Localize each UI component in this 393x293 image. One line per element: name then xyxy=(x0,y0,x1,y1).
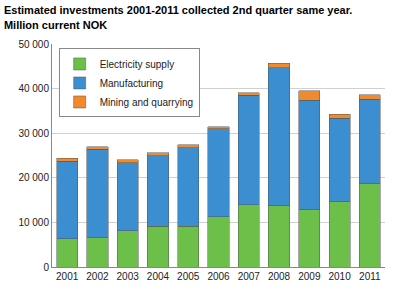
svg-text:2003: 2003 xyxy=(117,271,140,282)
svg-text:30 000: 30 000 xyxy=(18,128,49,139)
svg-text:Electricity supply: Electricity supply xyxy=(100,59,174,70)
svg-text:0: 0 xyxy=(43,262,49,273)
svg-text:2005: 2005 xyxy=(177,271,200,282)
svg-text:10 000: 10 000 xyxy=(18,217,49,228)
svg-text:Mining and quarrying: Mining and quarrying xyxy=(100,97,193,108)
svg-text:2010: 2010 xyxy=(328,271,351,282)
svg-text:2001: 2001 xyxy=(56,271,79,282)
svg-text:Estimated investments 2001-201: Estimated investments 2001-2011 collecte… xyxy=(4,4,353,30)
svg-text:20 000: 20 000 xyxy=(18,172,49,183)
svg-text:40 000: 40 000 xyxy=(18,83,49,94)
svg-text:2008: 2008 xyxy=(268,271,291,282)
svg-text:2007: 2007 xyxy=(238,271,261,282)
svg-text:2009: 2009 xyxy=(298,271,321,282)
svg-text:2004: 2004 xyxy=(147,271,170,282)
svg-text:2011: 2011 xyxy=(359,271,381,282)
svg-text:Manufacturing: Manufacturing xyxy=(100,78,163,89)
svg-text:50 000: 50 000 xyxy=(18,39,49,50)
svg-text:2006: 2006 xyxy=(207,271,230,282)
svg-text:2002: 2002 xyxy=(86,271,109,282)
